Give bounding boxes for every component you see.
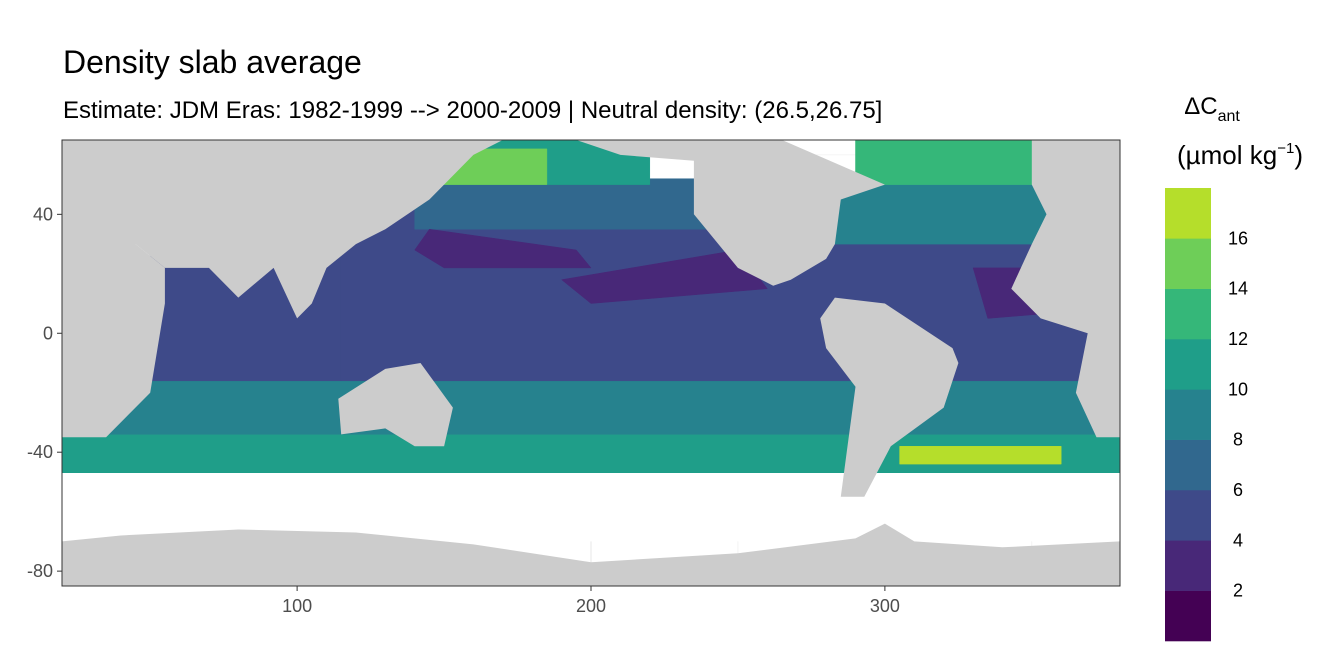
legend-unit-prefix: (µmol kg — [1177, 140, 1277, 170]
legend-label: 14 — [1228, 279, 1248, 299]
legend-label: 12 — [1228, 329, 1248, 349]
land-mass — [62, 140, 165, 438]
y-tick-label: 0 — [43, 323, 53, 343]
y-tick-label: 40 — [33, 204, 53, 224]
land-mass — [820, 297, 959, 497]
legend-label: 2 — [1233, 581, 1243, 601]
ocean-region — [899, 446, 1062, 465]
legend-title: ΔCant — [1184, 93, 1240, 125]
land-mass — [1011, 140, 1120, 438]
legend-title-main: ΔC — [1184, 93, 1217, 120]
legend-label: 16 — [1228, 228, 1248, 248]
legend-unit: (µmol kg−1) — [1177, 140, 1303, 170]
legend-color-step — [1165, 238, 1211, 289]
chart-title: Density slab average — [63, 44, 362, 80]
legend-color-step — [1165, 188, 1211, 239]
x-axis: 100 200 300 — [282, 586, 900, 616]
legend-color-step — [1165, 389, 1211, 440]
y-tick-label: -80 — [27, 561, 53, 581]
ocean-region — [414, 228, 592, 269]
legend-color-step — [1165, 490, 1211, 541]
legend-colorbar — [1165, 188, 1211, 642]
land-mass — [576, 140, 885, 286]
map-layer — [62, 140, 1120, 586]
y-axis: 40 0 -40 -80 — [27, 204, 62, 581]
legend-label: 6 — [1233, 480, 1243, 500]
x-tick-label: 200 — [576, 596, 606, 616]
legend-labels: 2 4 6 8 10 12 14 16 — [1228, 228, 1248, 600]
legend-color-step — [1165, 439, 1211, 491]
y-tick-label: -40 — [27, 442, 53, 462]
legend-color-step — [1165, 288, 1211, 340]
legend-label: 10 — [1228, 379, 1248, 399]
legend-title-sub: ant — [1218, 108, 1241, 125]
legend-color-step — [1165, 540, 1211, 591]
legend: ΔCant (µmol kg−1) 2 4 6 8 10 12 14 16 — [1165, 93, 1303, 642]
legend-unit-suffix: ) — [1294, 140, 1303, 170]
legend-color-step — [1165, 590, 1211, 642]
ocean-region — [62, 380, 1120, 435]
legend-label: 4 — [1233, 530, 1243, 550]
land-mass — [338, 363, 453, 447]
x-tick-label: 300 — [870, 596, 900, 616]
legend-label: 8 — [1233, 430, 1243, 450]
chart-subtitle: Estimate: JDM Eras: 1982-1999 --> 2000-2… — [63, 97, 882, 124]
legend-color-step — [1165, 339, 1211, 390]
ocean-region — [561, 249, 768, 304]
x-tick-label: 100 — [282, 596, 312, 616]
land-mass — [62, 523, 1120, 586]
land-mass — [135, 140, 503, 319]
legend-unit-exp: −1 — [1277, 140, 1294, 157]
